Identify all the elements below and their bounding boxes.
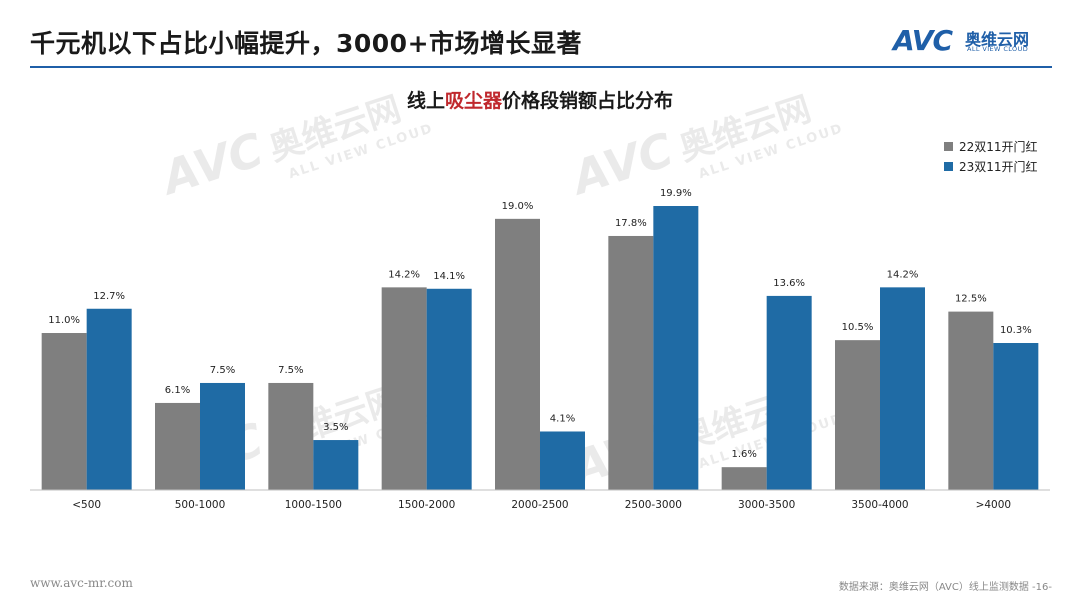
avc-logo: AVC 奥维云网 ALL VIEW CLOUD <box>893 24 1053 58</box>
data-label-series-1-4: 19.0% <box>502 201 534 212</box>
data-label-series-2-7: 14.2% <box>887 269 919 280</box>
x-tick-label-8: >4000 <box>976 499 1012 511</box>
bar-series-2-1 <box>200 382 245 490</box>
bar-series-1-3 <box>381 287 427 490</box>
bar-series-2-3 <box>426 288 472 490</box>
chart-legend: 22双11开门红 23双11开门红 <box>944 136 1038 176</box>
bar-series-2-6 <box>766 295 812 490</box>
bar-series-2-4 <box>540 431 585 490</box>
x-tick-label-7: 3500-4000 <box>851 499 908 511</box>
bar-series-1-6 <box>721 467 767 490</box>
legend-label-series-2: 23双11开门红 <box>959 159 1038 174</box>
chart-title-highlight: 吸尘器 <box>444 90 502 112</box>
legend-item-series-2: 23双11开门红 <box>944 156 1038 176</box>
data-label-series-2-2: 3.5% <box>323 422 348 433</box>
data-label-series-2-8: 10.3% <box>1000 325 1032 336</box>
data-label-series-1-5: 17.8% <box>615 218 647 229</box>
page-title: 千元机以下占比小幅提升，3000+市场增长显著 <box>30 29 583 58</box>
data-label-series-2-5: 19.9% <box>660 188 692 199</box>
data-label-series-1-2: 7.5% <box>278 365 303 376</box>
logo-mark: AVC <box>893 24 953 57</box>
x-tick-label-1: 500-1000 <box>175 499 226 511</box>
bar-series-2-7 <box>880 287 925 490</box>
data-label-series-2-0: 12.7% <box>93 291 125 302</box>
bar-series-2-5 <box>653 206 699 490</box>
bar-series-1-1 <box>155 402 200 490</box>
logo-en-text: ALL VIEW CLOUD <box>967 45 1029 53</box>
bar-series-2-2 <box>313 440 359 490</box>
bar-series-1-8 <box>948 311 994 490</box>
x-tick-label-3: 1500-2000 <box>398 499 455 511</box>
bar-series-1-2 <box>268 382 314 490</box>
legend-swatch-series-2 <box>944 161 953 171</box>
bar-series-1-7 <box>835 340 880 490</box>
header-divider <box>30 66 1052 68</box>
footer-website: www.avc-mr.com <box>30 576 133 590</box>
data-label-series-2-6: 13.6% <box>773 278 805 289</box>
x-tick-label-2: 1000-1500 <box>285 499 342 511</box>
bar-series-1-4 <box>495 218 540 490</box>
data-label-series-1-1: 6.1% <box>165 385 190 396</box>
x-tick-label-4: 2000-2500 <box>511 499 568 511</box>
legend-item-series-1: 22双11开门红 <box>944 136 1038 156</box>
chart-title: 线上吸尘器价格段销额占比分布 <box>406 90 674 112</box>
data-label-series-1-3: 14.2% <box>388 269 420 280</box>
footer-source: 数据来源：奥维云网（AVC）线上监测数据 -16- <box>838 582 1052 593</box>
legend-swatch-series-1 <box>944 141 953 151</box>
data-label-series-1-8: 12.5% <box>955 294 987 305</box>
legend-label-series-1: 22双11开门红 <box>959 139 1038 154</box>
logo-cn-text: 奥维云网 <box>965 30 1030 49</box>
bar-series-2-0 <box>86 308 132 490</box>
x-tick-label-0: <500 <box>72 499 101 511</box>
data-label-series-2-1: 7.5% <box>210 365 235 376</box>
x-tick-label-5: 2500-3000 <box>625 499 682 511</box>
data-label-series-1-0: 11.0% <box>48 315 80 326</box>
data-label-series-2-4: 4.1% <box>550 413 575 424</box>
bar-series-1-0 <box>41 333 87 490</box>
bar-series-1-5 <box>608 235 654 490</box>
x-tick-label-6: 3000-3500 <box>738 499 795 511</box>
data-label-series-2-3: 14.1% <box>433 271 465 282</box>
data-label-series-1-7: 10.5% <box>842 322 874 333</box>
data-label-series-1-6: 1.6% <box>731 449 756 460</box>
bar-series-2-8 <box>993 343 1039 490</box>
